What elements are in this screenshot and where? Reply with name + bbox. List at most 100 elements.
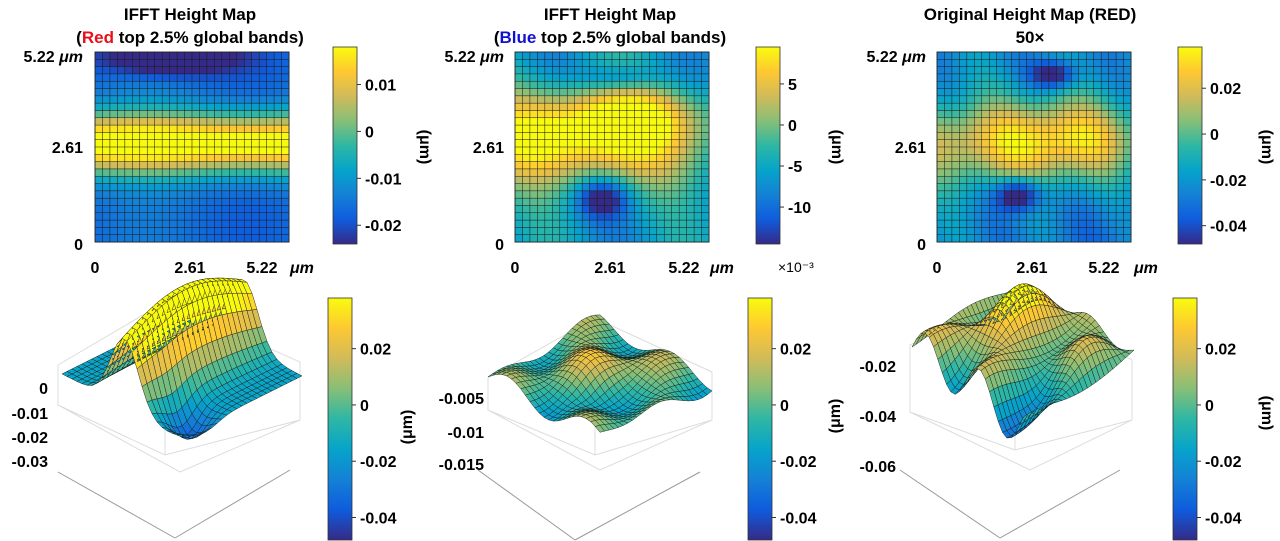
heatmap-cell [581, 88, 591, 97]
panel-3-xtick-left: 0 [933, 260, 942, 277]
heatmap-cell [154, 88, 163, 97]
heatmap-cell [626, 154, 635, 163]
heatmap-cell [559, 139, 568, 148]
heatmap-cell [1056, 132, 1065, 141]
heatmap-cell [581, 59, 591, 68]
heatmap-cell [1018, 117, 1027, 126]
heatmap-cell [678, 110, 688, 119]
heatmap-cell [117, 110, 126, 119]
heatmap-cell [581, 227, 591, 236]
heatmap-cell [124, 59, 133, 68]
heatmap-cell [1071, 66, 1080, 75]
panel-6-zlabel: (μm) [827, 399, 844, 434]
heatmap-cell [117, 227, 126, 236]
heatmap-cell [589, 66, 598, 75]
heatmap-cell [1011, 205, 1020, 214]
heatmap-cell [139, 51, 148, 60]
heatmap-cell [552, 219, 561, 228]
heatmap-cell [229, 95, 238, 104]
heatmap-cell [1093, 73, 1102, 82]
heatmap-cell [1026, 132, 1035, 141]
heatmap-cell [1011, 227, 1020, 236]
heatmap-cell [243, 227, 253, 236]
heatmap-cell [596, 110, 605, 119]
heatmap-cell [537, 59, 546, 68]
heatmap-cell [139, 73, 148, 82]
heatmap-cell [1085, 227, 1095, 236]
heatmap-cell [641, 168, 650, 177]
heatmap-cell [1018, 161, 1027, 170]
heatmap-cell [693, 234, 702, 243]
heatmap-cell [1063, 139, 1072, 148]
heatmap-cell [1115, 88, 1124, 97]
heatmap-cell [566, 132, 576, 141]
heatmap-cell [574, 139, 583, 148]
heatmap-cell [663, 110, 673, 119]
heatmap-cell [229, 183, 238, 192]
heatmap-cell [619, 175, 628, 184]
heatmap-cell [206, 161, 215, 170]
heatmap-cell [94, 197, 103, 206]
heatmap-cell [649, 212, 658, 221]
heatmap-cell [596, 66, 605, 75]
heatmap-cell [124, 227, 133, 236]
heatmap-cell [522, 73, 531, 82]
heatmap-cell [139, 154, 148, 163]
colorbar-tick-label: 0.02 [1210, 81, 1241, 98]
heatmap-cell [184, 117, 193, 126]
heatmap-cell [641, 51, 650, 60]
colorbar-tick-label: 5 [788, 77, 797, 94]
heatmap-cell [641, 66, 650, 75]
heatmap-cell [589, 146, 598, 155]
heatmap-cell [701, 161, 710, 170]
heatmap-cell [229, 154, 238, 163]
heatmap-cell [199, 66, 208, 75]
heatmap-cell [258, 168, 268, 177]
heatmap-cell [693, 212, 702, 221]
heatmap-cell [678, 161, 688, 170]
heatmap-cell [221, 80, 230, 89]
heatmap-cell [529, 139, 538, 148]
heatmap-cell [191, 139, 200, 148]
heatmap-cell [1026, 117, 1035, 126]
heatmap-cell [604, 51, 613, 60]
heatmap-cell [671, 88, 680, 97]
heatmap-cell [1123, 190, 1132, 199]
heatmap-cell [981, 154, 990, 163]
heatmap-cell [574, 219, 583, 228]
heatmap-cell [266, 73, 275, 82]
heatmap-cell [1085, 175, 1095, 184]
heatmap-cell [1041, 73, 1050, 82]
heatmap-cell [951, 51, 960, 60]
heatmap-cell [206, 132, 215, 141]
heatmap-cell [686, 102, 695, 111]
heatmap-cell [641, 212, 650, 221]
heatmap-cell [146, 183, 156, 192]
heatmap-cell [552, 88, 561, 97]
heatmap-cell [951, 124, 960, 133]
heatmap-cell [139, 117, 148, 126]
heatmap-cell [566, 124, 576, 133]
heatmap-cell [566, 95, 576, 104]
heatmap-cell [1063, 117, 1072, 126]
heatmap-cell [102, 59, 111, 68]
heatmap-cell [951, 154, 960, 163]
heatmap-cell [589, 219, 598, 228]
heatmap-cell [236, 59, 245, 68]
heatmap-cell [537, 205, 546, 214]
heatmap-cell [1071, 59, 1080, 68]
heatmap-cell [281, 190, 290, 199]
heatmap-cell [266, 102, 275, 111]
heatmap-cell [1123, 124, 1132, 133]
heatmap-cell [544, 110, 553, 119]
heatmap-cell [1003, 51, 1013, 60]
heatmap-cell [184, 95, 193, 104]
heatmap-cell [1115, 139, 1124, 148]
heatmap-cell [974, 190, 983, 199]
heatmap-cell [94, 80, 103, 89]
heatmap-cell [574, 124, 583, 133]
heatmap-cell [1123, 146, 1132, 155]
heatmap-cell [671, 227, 680, 236]
heatmap-cell [154, 227, 163, 236]
heatmap-cell [604, 73, 613, 82]
